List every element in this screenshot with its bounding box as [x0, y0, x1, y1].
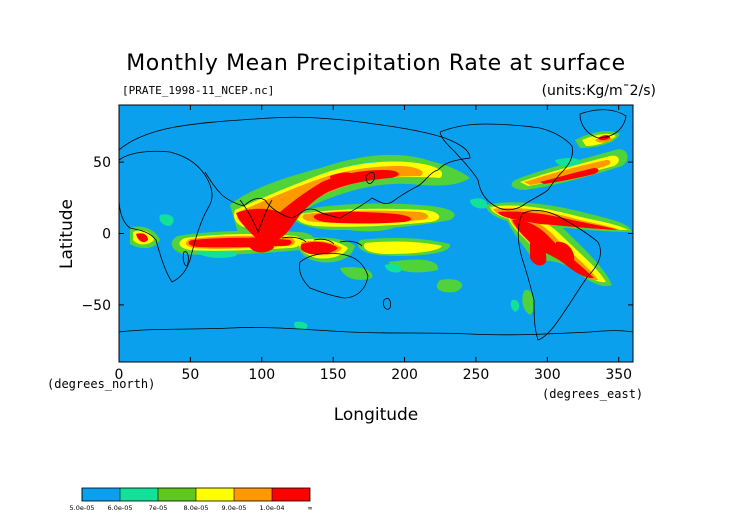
y-tick-label: −50 — [81, 298, 111, 314]
x-tick-label: 350 — [605, 367, 632, 383]
file-label: [PRATE_1998-11_NCEP.nc] — [122, 84, 274, 97]
x-tick-label: 0 — [115, 367, 124, 383]
tick-marks — [118, 105, 633, 362]
colorbar-swatch — [120, 488, 158, 501]
colorbar-frame — [81, 487, 311, 502]
colorbar-swatch — [82, 488, 120, 501]
colorbar: 5.0e-05 6.0e-05 7e-05 8.0e-05 9.0e-05 1.0e-04… — [70, 487, 313, 512]
y-tick-label: 50 — [93, 155, 111, 171]
y-tick-labels: 50 0 −50 — [81, 155, 111, 314]
figure-title: Monthly Mean Precipitation Rate at surfa… — [126, 51, 626, 76]
coastlines — [119, 109, 633, 341]
colorbar-swatch — [158, 488, 196, 501]
units-label: (units:Kg/m¯2/s) — [542, 83, 656, 99]
colorbar-swatch — [196, 488, 234, 501]
x-tick-label: 250 — [463, 367, 490, 383]
x-tick-label: 200 — [391, 367, 418, 383]
colorbar-label: 8.0e-05 — [184, 504, 209, 512]
colorbar-label: 9.0e-05 — [222, 504, 247, 512]
x-tick-labels: 0 50 100 150 200 250 300 350 — [115, 367, 633, 383]
y-tick-label: 0 — [102, 227, 111, 243]
colorbar-swatch — [272, 488, 310, 501]
colorbar-label: 7e-05 — [149, 504, 168, 512]
colorbar-swatch — [234, 488, 272, 501]
colorbar-label: ∞ — [307, 504, 312, 512]
x-tick-label: 150 — [320, 367, 347, 383]
x-tick-label: 100 — [248, 367, 275, 383]
x-axis-label: Longitude — [334, 405, 419, 425]
y-axis-label: Latitude — [57, 199, 77, 269]
x-tick-label: 50 — [181, 367, 199, 383]
colorbar-label: 1.0e-04 — [260, 504, 285, 512]
colorbar-label: 6.0e-05 — [108, 504, 133, 512]
x-tick-label: 300 — [534, 367, 561, 383]
y-axis-sublabel: (degrees_north) — [47, 377, 155, 391]
colorbar-label: 5.0e-05 — [70, 504, 95, 512]
precipitation-map — [118, 104, 634, 363]
precipitation-field — [130, 131, 632, 330]
x-axis-sublabel: (degrees_east) — [542, 387, 643, 401]
